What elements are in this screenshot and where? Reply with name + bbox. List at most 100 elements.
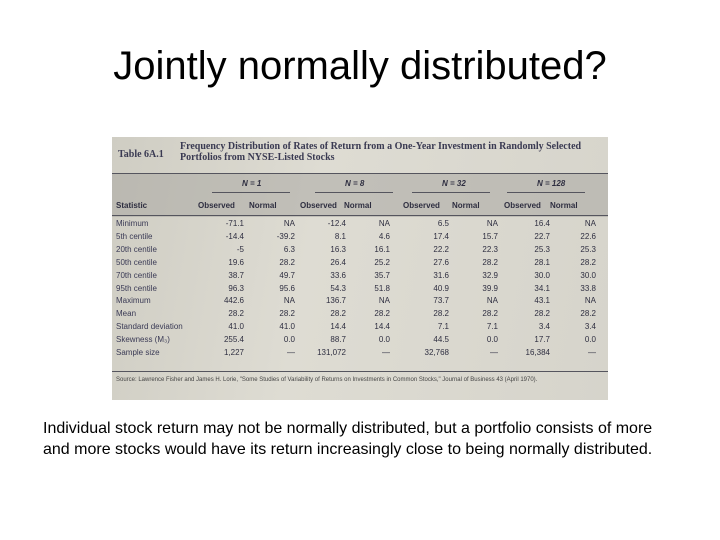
table-cell: 28.2 <box>330 309 346 319</box>
row-label: Mean <box>116 309 137 319</box>
table-source: Source: Lawrence Fisher and James H. Lor… <box>116 377 538 383</box>
table-header-band <box>112 173 608 217</box>
table-cell: 34.1 <box>534 283 550 293</box>
table-cell: -71.1 <box>225 219 244 228</box>
table-cell: 26.4 <box>330 257 346 267</box>
row-label: Maximum <box>116 296 151 306</box>
column-header: Normal <box>550 201 578 210</box>
table-cell: 30.0 <box>534 270 550 280</box>
table-cell: 17.7 <box>534 335 550 345</box>
column-header: Observed <box>504 201 541 210</box>
table-cell: 4.6 <box>378 231 390 241</box>
table-cell: 22.2 <box>433 244 449 254</box>
table-cell: 41.0 <box>228 322 244 332</box>
row-label: 20th centile <box>116 244 157 254</box>
table-cell: NA <box>378 296 390 306</box>
table-cell: 16.4 <box>534 219 550 228</box>
table-cell: 30.0 <box>580 270 596 280</box>
table-cell: 8.1 <box>334 231 346 241</box>
column-header: Normal <box>344 201 372 210</box>
table-title: Frequency Distribution of Rates of Retur… <box>180 141 582 163</box>
table-cell: NA <box>283 219 295 228</box>
row-label: 95th centile <box>116 283 157 293</box>
table-cell: 3.4 <box>584 322 596 332</box>
table-cell: 16,384 <box>525 348 550 357</box>
table-cell: — <box>490 348 498 357</box>
table-cell: -12.4 <box>327 219 346 228</box>
table-cell: 28.2 <box>374 309 390 319</box>
table-cell: -5 <box>236 244 244 254</box>
table-cell: 96.3 <box>228 283 244 293</box>
table-cell: 28.2 <box>433 309 449 319</box>
table-cell: 28.2 <box>279 309 295 319</box>
table-cell: NA <box>584 296 596 306</box>
table-cell: 88.7 <box>330 335 346 345</box>
table-cell: 131,072 <box>317 348 346 357</box>
row-label: 5th centile <box>116 231 153 241</box>
table-cell: 442.6 <box>223 296 244 306</box>
table-id: Table 6A.1 <box>118 149 164 160</box>
table-cell: 31.6 <box>433 270 449 280</box>
table-cell: 54.3 <box>330 283 346 293</box>
table-cell: 95.6 <box>279 283 295 293</box>
table-top-rule <box>112 173 608 174</box>
table-cell: 7.1 <box>486 322 498 332</box>
table-cell: 19.6 <box>228 257 244 267</box>
table-cell: 25.3 <box>534 244 550 254</box>
table-cell: 6.5 <box>437 219 449 228</box>
column-header: Observed <box>198 201 235 210</box>
header-bottom-rule <box>112 215 608 216</box>
table-cell: -39.2 <box>276 231 295 241</box>
table-cell: 0.0 <box>283 335 295 345</box>
table-cell: 15.7 <box>482 231 498 241</box>
table-cell: 28.2 <box>279 257 295 267</box>
group-header: N = 128 <box>537 179 566 188</box>
row-label: 70th centile <box>116 270 157 280</box>
slide-caption: Individual stock return may not be norma… <box>43 420 653 458</box>
column-header: Observed <box>300 201 337 210</box>
table-cell: 43.1 <box>534 296 550 306</box>
group-rule <box>507 192 585 193</box>
row-label: Standard deviation <box>116 322 183 332</box>
slide-title: Jointly normally distributed? <box>113 44 607 88</box>
row-label: Sample size <box>116 348 160 357</box>
group-header: N = 32 <box>442 179 466 188</box>
table-cell: 40.9 <box>433 283 449 293</box>
table-cell: 16.3 <box>330 244 346 254</box>
table-cell: NA <box>486 219 498 228</box>
column-header: Observed <box>403 201 440 210</box>
statistic-header: Statistic <box>116 201 148 210</box>
table-cell: — <box>287 348 295 357</box>
table-cell: 28.2 <box>580 257 596 267</box>
table-cell: 1,227 <box>223 348 244 357</box>
table-cell: 32.9 <box>482 270 498 280</box>
group-rule <box>315 192 393 193</box>
table-cell: 136.7 <box>325 296 346 306</box>
table-cell: 44.5 <box>433 335 449 345</box>
row-label: 50th centile <box>116 257 157 267</box>
table-cell: 39.9 <box>482 283 498 293</box>
table-cell: 28.2 <box>228 309 244 319</box>
table-cell: NA <box>283 296 295 306</box>
table-cell: 3.4 <box>538 322 550 332</box>
table-cell: -14.4 <box>225 231 244 241</box>
table-cell: 25.2 <box>374 257 390 267</box>
table-cell: 49.7 <box>279 270 295 280</box>
table-cell: 22.6 <box>580 231 596 241</box>
table-cell: 255.4 <box>223 335 244 345</box>
table-cell: NA <box>584 219 596 228</box>
table-cell: 27.6 <box>433 257 449 267</box>
table-cell: NA <box>486 296 498 306</box>
table-cell: NA <box>378 219 390 228</box>
table-cell: 28.2 <box>482 257 498 267</box>
table-cell: 14.4 <box>374 322 390 332</box>
table-cell: 33.8 <box>580 283 596 293</box>
table-cell: 22.3 <box>482 244 498 254</box>
table-bottom-rule <box>112 371 608 372</box>
group-rule <box>212 192 290 193</box>
table-cell: 0.0 <box>486 335 498 345</box>
table-cell: 14.4 <box>330 322 346 332</box>
table-cell: 17.4 <box>433 231 449 241</box>
table-cell: 0.0 <box>378 335 390 345</box>
table-cell: 28.2 <box>534 309 550 319</box>
